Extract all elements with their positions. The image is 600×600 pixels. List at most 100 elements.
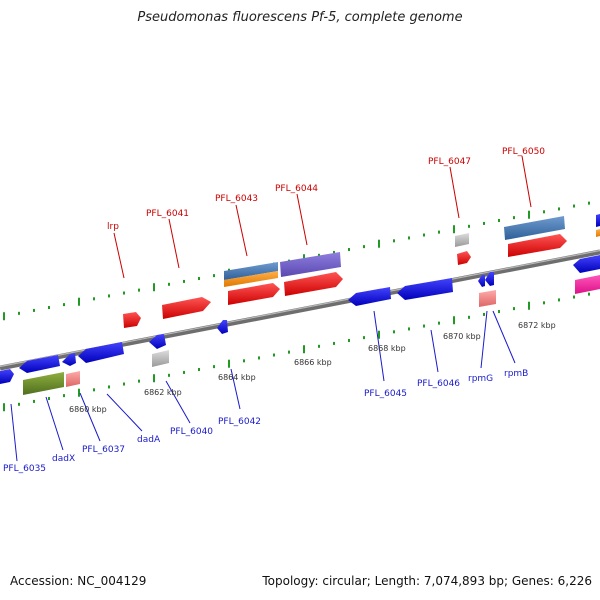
leader-pfl-6047 (449, 166, 460, 219)
gene-pfl-6043[interactable] (228, 283, 280, 305)
minor-tick (93, 388, 95, 392)
label-pfl-6050[interactable]: PFL_6050 (502, 147, 545, 157)
ruler-label: 6860 kbp (69, 405, 107, 414)
label-rpmb[interactable]: rpmB (504, 369, 528, 379)
forward-gene-labels: lrp PFL_6041 PFL_6043 PFL_6044 PFL_6047 … (107, 147, 545, 279)
gene-pfl-6040[interactable] (149, 334, 166, 349)
gene-pfl-6045[interactable] (348, 287, 391, 306)
label-pfl-6046[interactable]: PFL_6046 (417, 379, 460, 389)
major-tick (453, 225, 455, 234)
leader-pfl-6044 (296, 193, 308, 246)
major-tick (78, 388, 80, 397)
gene-pfl-6042[interactable] (217, 320, 228, 334)
label-pfl-6044[interactable]: PFL_6044 (275, 184, 318, 194)
gene-right-edge-blue[interactable] (596, 214, 600, 227)
major-tick (153, 283, 155, 292)
gene-pfl-6043-annotation[interactable] (224, 262, 278, 280)
minor-tick (513, 216, 515, 220)
minor-tick (393, 239, 395, 243)
leader-rpmb (492, 310, 516, 364)
minor-tick (393, 330, 395, 334)
genome-summary-text: Topology: circular; Length: 7,074,893 bp… (262, 574, 592, 588)
map-title: Pseudomonas fluorescens Pf-5, complete g… (137, 10, 463, 25)
minor-tick (363, 336, 365, 340)
leader-dadx (45, 396, 64, 451)
minor-tick (558, 207, 560, 211)
gene-rpmg[interactable] (478, 275, 485, 287)
gene-pfl-6040-annotation[interactable] (152, 350, 169, 367)
ruler-label: 6870 kbp (443, 332, 481, 341)
minor-tick (183, 370, 185, 374)
gene-pfl-6044-annotation[interactable] (280, 252, 341, 277)
minor-tick (63, 303, 65, 307)
gene-rpmb[interactable] (485, 272, 494, 286)
label-pfl-6043[interactable]: PFL_6043 (215, 194, 258, 204)
reverse-gene-labels: PFL_6035 dadX PFL_6037 dadA PFL_6040 PFL… (3, 310, 528, 474)
gene-dadx[interactable] (19, 355, 60, 373)
major-tick (3, 403, 5, 412)
minor-tick (543, 301, 545, 305)
gene-pfl-6050-annotation[interactable] (504, 216, 565, 240)
gene-pfl-6047[interactable] (457, 251, 471, 265)
minor-tick (348, 248, 350, 252)
gene-pfl-6044[interactable] (284, 272, 343, 296)
minor-tick (123, 382, 125, 386)
gene-right-edge-rev[interactable] (573, 255, 600, 273)
tick-row-lower (3, 292, 590, 412)
gene-pfl-6035[interactable] (0, 369, 14, 384)
label-lrp[interactable]: lrp (107, 222, 119, 232)
minor-tick (48, 397, 50, 401)
label-pfl-6037[interactable]: PFL_6037 (82, 445, 125, 455)
gene-dadx-annotation[interactable] (23, 372, 64, 395)
minor-tick (363, 245, 365, 249)
gene-lrp[interactable] (123, 312, 141, 328)
minor-tick (33, 308, 35, 312)
label-pfl-6045[interactable]: PFL_6045 (364, 389, 407, 399)
leader-pfl-6045 (373, 310, 385, 382)
leader-pfl-6035 (10, 403, 18, 462)
label-pfl-6040[interactable]: PFL_6040 (170, 427, 213, 437)
label-rpmg[interactable]: rpmG (468, 374, 493, 384)
minor-tick (138, 288, 140, 292)
label-dada[interactable]: dadA (137, 435, 161, 445)
minor-tick (498, 310, 500, 314)
minor-tick (288, 350, 290, 354)
major-tick (453, 316, 455, 325)
minor-tick (258, 356, 260, 360)
label-pfl-6041[interactable]: PFL_6041 (146, 209, 189, 219)
gene-pfl-6043-annotation-2[interactable] (224, 271, 278, 287)
major-tick (78, 297, 80, 306)
gene-pfl-6047-annotation[interactable] (455, 233, 469, 247)
minor-tick (168, 373, 170, 377)
label-pfl-6035[interactable]: PFL_6035 (3, 464, 46, 474)
minor-tick (168, 282, 170, 286)
gene-dada[interactable] (78, 342, 124, 363)
minor-tick (423, 233, 425, 237)
gene-pfl-6037-annotation[interactable] (66, 371, 80, 387)
label-dadx[interactable]: dadX (52, 454, 75, 464)
minor-tick (213, 274, 215, 278)
minor-tick (513, 307, 515, 311)
minor-tick (483, 312, 485, 316)
minor-tick (318, 253, 320, 257)
gene-pfl-6050[interactable] (508, 234, 567, 257)
minor-tick (573, 204, 575, 208)
leader-pfl-6040 (165, 380, 191, 424)
gene-rpmb-annotation[interactable] (479, 290, 496, 307)
gene-right-edge-magenta[interactable] (575, 275, 600, 294)
leader-pfl-6050 (521, 155, 532, 208)
gene-pfl-6037[interactable] (62, 353, 76, 366)
gene-pfl-6046[interactable] (397, 278, 453, 300)
accession-text: Accession: NC_004129 (10, 574, 147, 588)
major-tick (303, 345, 305, 354)
gene-pfl-6041[interactable] (162, 297, 211, 319)
minor-tick (498, 219, 500, 223)
leader-dada (106, 393, 143, 432)
ruler-label: 6872 kbp (518, 321, 556, 330)
gene-right-edge-orange[interactable] (596, 229, 600, 237)
label-pfl-6047[interactable]: PFL_6047 (428, 157, 471, 167)
label-pfl-6042[interactable]: PFL_6042 (218, 417, 261, 427)
leader-pfl-6043 (235, 204, 248, 257)
minor-tick (33, 399, 35, 403)
